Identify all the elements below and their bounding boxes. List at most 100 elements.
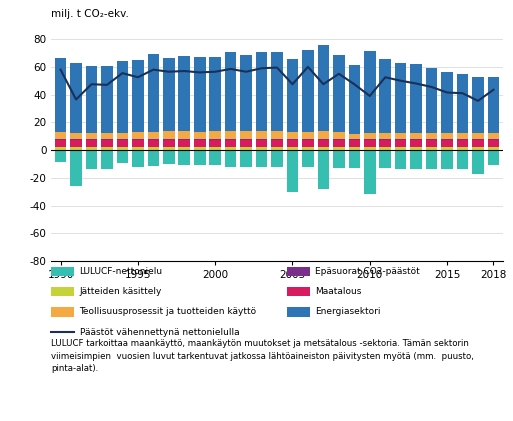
Bar (457, 150, 468, 170)
Bar (488, 140, 499, 147)
Bar (457, 75, 468, 133)
Bar (209, 139, 221, 140)
Text: Jätteiden käsittely: Jätteiden käsittely (80, 287, 162, 296)
Bar (194, 147, 206, 150)
Bar (410, 150, 422, 169)
Bar (225, 150, 236, 167)
Bar (240, 140, 252, 147)
Bar (410, 147, 422, 150)
Bar (364, 133, 376, 139)
Bar (179, 56, 190, 131)
Bar (86, 147, 97, 150)
Bar (426, 139, 438, 140)
Bar (240, 139, 252, 140)
Bar (116, 140, 128, 147)
Bar (271, 139, 283, 140)
Bar (380, 140, 391, 147)
Bar (194, 132, 206, 139)
Bar (318, 147, 329, 150)
Bar (70, 64, 82, 133)
Bar (132, 140, 144, 147)
Bar (209, 57, 221, 131)
Bar (179, 150, 190, 165)
Bar (194, 139, 206, 140)
Bar (271, 147, 283, 150)
Bar (318, 45, 329, 131)
Bar (441, 72, 453, 133)
Bar (240, 150, 252, 167)
Bar (333, 55, 345, 132)
Bar (348, 150, 360, 168)
Bar (209, 131, 221, 139)
Bar (225, 52, 236, 131)
Bar (86, 150, 97, 169)
Bar (472, 140, 484, 147)
Bar (86, 140, 97, 147)
Bar (333, 139, 345, 140)
Bar (132, 150, 144, 168)
Bar (55, 139, 66, 140)
Bar (287, 59, 298, 132)
Bar (225, 140, 236, 147)
Bar (287, 139, 298, 140)
Bar (256, 150, 267, 167)
Bar (302, 139, 314, 140)
Bar (116, 139, 128, 140)
Bar (333, 132, 345, 139)
Bar (348, 134, 360, 139)
Bar (86, 133, 97, 139)
Bar (364, 150, 376, 195)
Bar (116, 147, 128, 150)
Bar (302, 140, 314, 147)
Bar (364, 51, 376, 133)
Bar (318, 139, 329, 140)
Bar (240, 55, 252, 131)
Text: Energiasektori: Energiasektori (315, 307, 381, 317)
Bar (271, 52, 283, 131)
Bar (240, 131, 252, 139)
Text: Teollisuusprosessit ja tuotteiden käyttö: Teollisuusprosessit ja tuotteiden käyttö (80, 307, 256, 317)
Bar (395, 150, 406, 169)
Text: Epäsuorat CO2-päästöt: Epäsuorat CO2-päästöt (315, 267, 420, 276)
Bar (225, 147, 236, 150)
Bar (410, 139, 422, 140)
Bar (132, 147, 144, 150)
Bar (101, 140, 113, 147)
Bar (287, 147, 298, 150)
Bar (163, 147, 174, 150)
Bar (410, 133, 422, 139)
Bar (163, 150, 174, 164)
Text: LULUCF tarkoittaa maankäyttö, maankäytön muutokset ja metsätalous -sektoria. Täm: LULUCF tarkoittaa maankäyttö, maankäytön… (51, 339, 469, 348)
Bar (488, 147, 499, 150)
Bar (209, 150, 221, 165)
Bar (194, 140, 206, 147)
Bar (472, 150, 484, 173)
Text: Maatalous: Maatalous (315, 287, 362, 296)
Bar (488, 139, 499, 140)
Bar (194, 150, 206, 165)
Bar (488, 77, 499, 133)
Bar (287, 132, 298, 139)
Bar (209, 147, 221, 150)
Bar (271, 140, 283, 147)
Bar (318, 150, 329, 189)
Bar (55, 150, 66, 162)
Bar (441, 147, 453, 150)
Bar (302, 150, 314, 167)
Bar (101, 150, 113, 169)
Bar (55, 132, 66, 139)
Bar (256, 131, 267, 139)
Bar (410, 64, 422, 133)
Bar (55, 140, 66, 147)
Bar (116, 133, 128, 139)
Bar (148, 147, 159, 150)
Bar (395, 139, 406, 140)
Bar (472, 147, 484, 150)
Bar (364, 139, 376, 140)
Bar (86, 139, 97, 140)
Bar (148, 139, 159, 140)
Bar (148, 54, 159, 132)
Bar (225, 131, 236, 139)
Bar (148, 132, 159, 139)
Bar (333, 140, 345, 147)
